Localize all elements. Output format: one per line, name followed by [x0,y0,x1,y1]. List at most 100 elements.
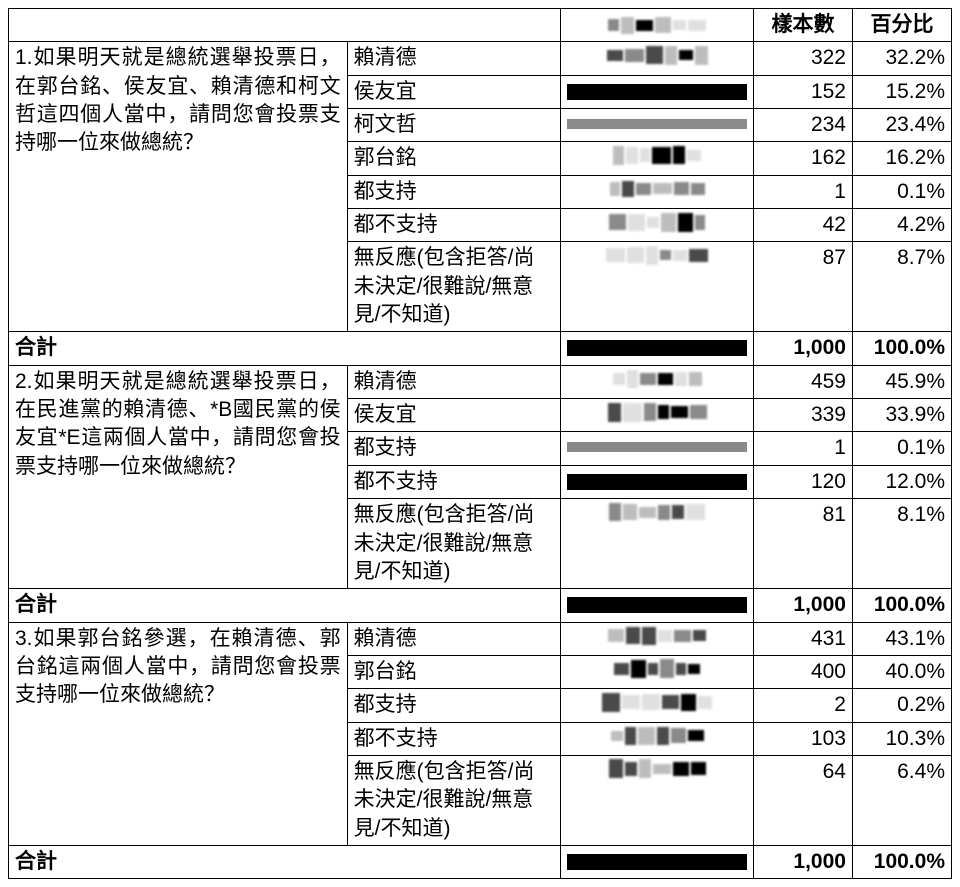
sample-cell: 162 [754,142,853,175]
sample-cell: 87 [754,242,853,332]
pct-cell: 12.0% [852,465,951,498]
sample-cell: 103 [754,722,853,755]
pct-cell: 0.2% [852,689,951,722]
pct-cell: 4.2% [852,209,951,242]
pct-cell: 8.7% [852,242,951,332]
obscured-cell [561,175,754,208]
obscured-bar [567,119,747,129]
obscured-cell [561,655,754,688]
totals-pct: 100.0% [852,589,951,622]
pct-cell: 0.1% [852,175,951,208]
sample-cell: 1 [754,175,853,208]
obscured-bar [567,84,747,100]
totals-sample: 1,000 [754,332,853,365]
totals-row: 合計 1,000100.0% [9,845,952,878]
obscured-pixels [567,144,747,166]
header-obscured [561,9,754,42]
totals-row: 合計 1,000100.0% [9,332,952,365]
option-cell: 無反應(包含拒答/尚未決定/很難說/無意見/不知道) [347,242,561,332]
obscured-pixels [567,211,747,233]
obscured-pixels [567,691,747,713]
data-row: 3.如果郭台銘參選，在賴清德、郭台銘這兩個人當中，請問您會投票支持哪一位來做總統… [9,622,952,655]
option-cell: 都不支持 [347,209,561,242]
pct-cell: 10.3% [852,722,951,755]
sample-cell: 81 [754,499,853,589]
data-row: 1.如果明天就是總統選舉投票日，在郭台銘、侯友宜、賴清德和柯文哲這四個人當中，請… [9,42,952,75]
pct-cell: 43.1% [852,622,951,655]
totals-label: 合計 [9,845,561,878]
sample-cell: 339 [754,399,853,432]
obscured-cell [561,42,754,75]
sample-cell: 322 [754,42,853,75]
obscured-cell [561,399,754,432]
pct-cell: 40.0% [852,655,951,688]
totals-obscured [561,845,754,878]
obscured-pixels [567,401,747,423]
option-cell: 賴清德 [347,622,561,655]
option-cell: 賴清德 [347,42,561,75]
option-cell: 都不支持 [347,465,561,498]
obscured-cell [561,755,754,845]
totals-label: 合計 [9,332,561,365]
pct-cell: 32.2% [852,42,951,75]
option-cell: 都支持 [347,689,561,722]
obscured-cell [561,465,754,498]
survey-table: 樣本數百分比1.如果明天就是總統選舉投票日，在郭台銘、侯友宜、賴清德和柯文哲這四… [8,8,952,879]
option-cell: 都支持 [347,175,561,208]
obscured-pixels [567,725,747,747]
pct-cell: 16.2% [852,142,951,175]
obscured-cell [561,109,754,142]
obscured-cell [561,622,754,655]
obscured-cell [561,365,754,398]
obscured-bar [567,854,747,870]
obscured-pixels [567,758,747,780]
question-cell: 2.如果明天就是總統選舉投票日，在民進黨的賴清德、*B國民黨的侯友宜*E這兩個人… [9,365,348,588]
option-cell: 都不支持 [347,722,561,755]
totals-pct: 100.0% [852,332,951,365]
totals-row: 合計 1,000100.0% [9,589,952,622]
sample-cell: 120 [754,465,853,498]
pct-cell: 15.2% [852,75,951,108]
obscured-cell [561,499,754,589]
sample-cell: 1 [754,432,853,465]
sample-cell: 400 [754,655,853,688]
totals-sample: 1,000 [754,589,853,622]
option-cell: 無反應(包含拒答/尚未決定/很難說/無意見/不知道) [347,755,561,845]
pct-cell: 33.9% [852,399,951,432]
option-cell: 郭台銘 [347,655,561,688]
obscured-pixels [567,658,747,680]
obscured-cell [561,432,754,465]
pct-cell: 23.4% [852,109,951,142]
totals-pct: 100.0% [852,845,951,878]
obscured-pixels [567,368,747,390]
obscured-pixels [567,625,747,647]
obscured-bar [567,442,747,452]
sample-cell: 431 [754,622,853,655]
totals-label: 合計 [9,589,561,622]
pct-cell: 6.4% [852,755,951,845]
obscured-cell [561,142,754,175]
obscured-bar [567,474,747,490]
pct-cell: 0.1% [852,432,951,465]
sample-cell: 42 [754,209,853,242]
totals-obscured [561,332,754,365]
data-row: 2.如果明天就是總統選舉投票日，在民進黨的賴清德、*B國民黨的侯友宜*E這兩個人… [9,365,952,398]
option-cell: 都支持 [347,432,561,465]
option-cell: 賴清德 [347,365,561,398]
obscured-cell [561,242,754,332]
obscured-pixels [567,501,747,523]
obscured-pixels [567,244,747,266]
totals-sample: 1,000 [754,845,853,878]
obscured-cell [561,689,754,722]
obscured-pixels [567,14,747,36]
header-blank [9,9,561,42]
option-cell: 郭台銘 [347,142,561,175]
question-cell: 1.如果明天就是總統選舉投票日，在郭台銘、侯友宜、賴清德和柯文哲這四個人當中，請… [9,42,348,332]
sample-cell: 64 [754,755,853,845]
sample-cell: 152 [754,75,853,108]
option-cell: 柯文哲 [347,109,561,142]
pct-cell: 8.1% [852,499,951,589]
obscured-pixels [567,178,747,200]
sample-cell: 459 [754,365,853,398]
sample-cell: 234 [754,109,853,142]
